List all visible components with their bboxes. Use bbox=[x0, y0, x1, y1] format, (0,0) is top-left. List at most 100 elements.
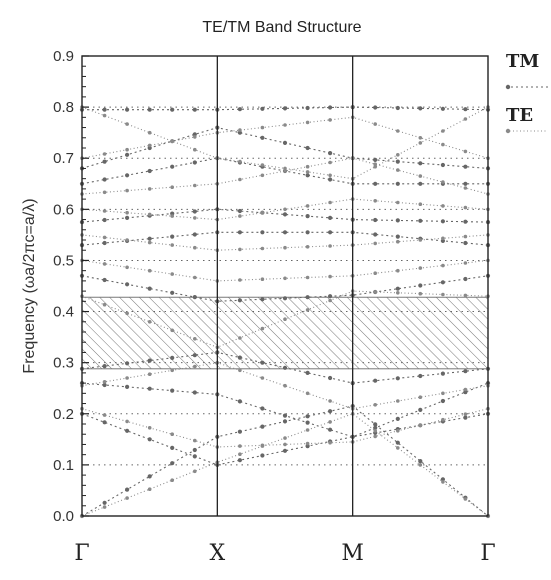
band-point bbox=[147, 487, 152, 492]
band-point bbox=[328, 420, 332, 424]
band-point bbox=[237, 399, 242, 404]
band-point bbox=[328, 118, 332, 122]
band-point bbox=[463, 149, 468, 154]
band-point bbox=[418, 202, 423, 206]
band-point bbox=[147, 130, 152, 135]
band-point bbox=[396, 168, 400, 172]
band-point bbox=[373, 425, 378, 430]
band-point bbox=[147, 426, 152, 430]
band-point bbox=[328, 298, 332, 303]
band-point bbox=[418, 463, 423, 467]
band-point bbox=[147, 437, 152, 442]
chart-title: TE/TM Band Structure bbox=[202, 19, 361, 36]
band-point bbox=[283, 383, 287, 388]
band-point bbox=[440, 280, 445, 285]
band-point bbox=[463, 369, 468, 374]
series-te bbox=[80, 105, 490, 518]
band-point bbox=[373, 434, 378, 439]
band-point bbox=[395, 181, 400, 186]
band-point bbox=[373, 164, 378, 169]
x-tick-label: Γ bbox=[480, 541, 495, 566]
band-point bbox=[170, 107, 175, 112]
band-point bbox=[102, 107, 107, 112]
band-point bbox=[147, 268, 152, 273]
band-point bbox=[463, 117, 468, 121]
band-point bbox=[125, 107, 130, 112]
band-point bbox=[283, 276, 287, 281]
band-point bbox=[125, 173, 130, 178]
band-point bbox=[192, 232, 197, 237]
band-point bbox=[373, 181, 378, 186]
band-point bbox=[170, 214, 174, 218]
band-point bbox=[192, 447, 197, 453]
band-point bbox=[147, 358, 152, 363]
band-point bbox=[238, 214, 242, 218]
band-line bbox=[81, 127, 489, 169]
band-point bbox=[283, 169, 287, 173]
band-point bbox=[238, 247, 242, 252]
legend-label-tm: TM bbox=[506, 51, 539, 72]
band-point bbox=[192, 107, 197, 112]
band-point bbox=[373, 162, 378, 166]
band-point bbox=[193, 469, 197, 474]
band-point bbox=[418, 459, 423, 464]
band-point bbox=[170, 368, 174, 373]
legend-label-te: TE bbox=[506, 105, 533, 126]
band-point bbox=[463, 181, 468, 186]
band-point bbox=[125, 210, 129, 215]
band-point bbox=[441, 292, 445, 297]
band-point bbox=[193, 147, 197, 152]
band-point bbox=[418, 218, 423, 223]
band-point bbox=[238, 452, 242, 457]
y-tick-label: 0.4 bbox=[53, 304, 74, 321]
band-point bbox=[283, 123, 287, 127]
band-point bbox=[170, 388, 175, 393]
band-point bbox=[283, 436, 287, 440]
band-point bbox=[147, 168, 152, 174]
band-point bbox=[328, 151, 333, 156]
band-point bbox=[418, 181, 423, 186]
band-point bbox=[102, 500, 107, 505]
band-point bbox=[193, 438, 197, 443]
band-point bbox=[170, 328, 174, 333]
band-point bbox=[260, 443, 265, 448]
band-point bbox=[102, 113, 107, 118]
band-point bbox=[282, 419, 288, 424]
band-point bbox=[305, 391, 310, 396]
band-point bbox=[260, 326, 265, 331]
band-point bbox=[373, 122, 378, 126]
band-point bbox=[192, 295, 197, 300]
band-point bbox=[396, 239, 400, 244]
band-point bbox=[418, 161, 423, 166]
band-point bbox=[440, 106, 445, 111]
plot-frame bbox=[81, 55, 489, 517]
band-point bbox=[170, 185, 174, 189]
grid-lines bbox=[82, 106, 488, 466]
band-point bbox=[373, 422, 378, 427]
band-point bbox=[396, 399, 400, 403]
band-point bbox=[441, 391, 445, 396]
band-point bbox=[418, 266, 423, 270]
band-point bbox=[441, 142, 445, 147]
band-point bbox=[440, 219, 445, 224]
band-point bbox=[125, 311, 129, 316]
band-point bbox=[328, 230, 333, 235]
band-point bbox=[305, 295, 310, 300]
legend-marker bbox=[505, 84, 511, 90]
x-tick-label: M bbox=[341, 541, 364, 566]
band-point bbox=[102, 159, 107, 164]
band-point bbox=[238, 444, 242, 448]
band-point bbox=[260, 406, 265, 411]
band-point bbox=[328, 399, 332, 403]
band-point bbox=[282, 448, 288, 453]
band-point bbox=[125, 238, 129, 242]
band-point bbox=[418, 136, 423, 140]
band-point bbox=[260, 135, 265, 140]
band-point bbox=[192, 353, 197, 358]
band-point bbox=[170, 355, 175, 360]
band-gap-hatch bbox=[81, 296, 489, 370]
band-point bbox=[463, 415, 468, 420]
band-point bbox=[305, 105, 310, 111]
band-point bbox=[260, 277, 265, 282]
